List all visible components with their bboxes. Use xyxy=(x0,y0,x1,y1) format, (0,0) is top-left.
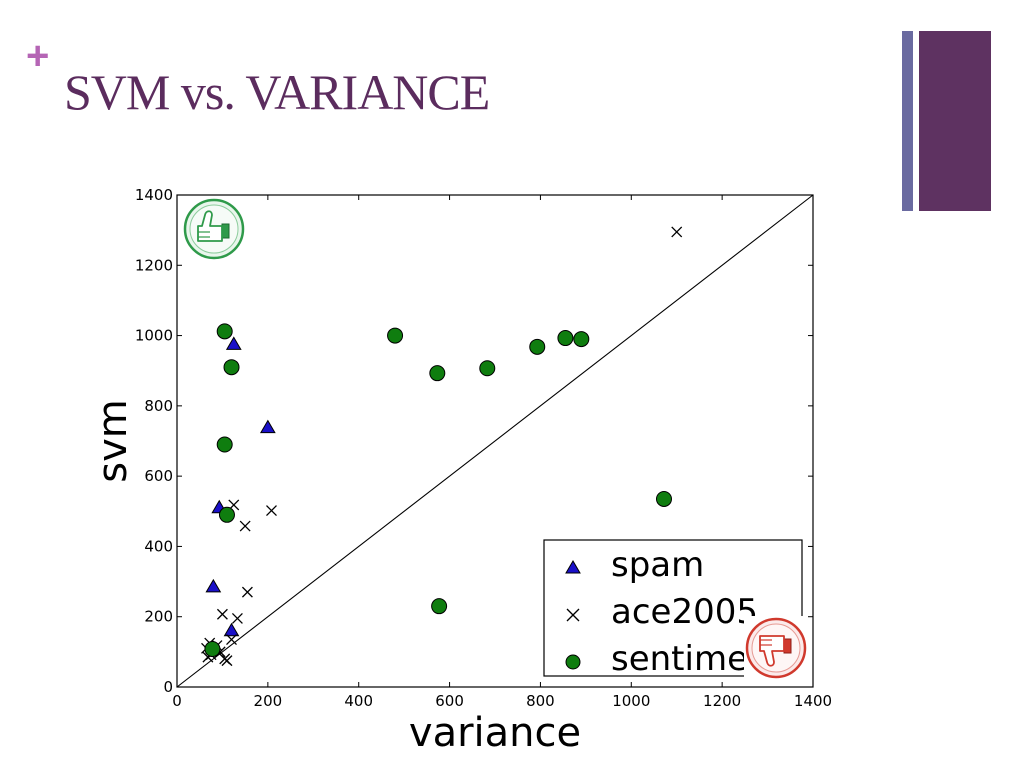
ace2005-point xyxy=(226,634,237,646)
slide-title: SVM vs. VARIANCE xyxy=(64,64,490,120)
sentiment-point xyxy=(573,331,590,348)
axis-ticks: 0 200 400 600 800 1000 1200 1400 0 200 400 600 800 10… xyxy=(135,186,832,710)
sentiment-point xyxy=(218,506,235,523)
sentiment-point xyxy=(223,359,240,376)
y-tick-label: 1000 xyxy=(135,327,173,345)
sentiment-point xyxy=(431,598,448,615)
x-tick-label: 800 xyxy=(526,692,555,710)
y-axis-label: svm xyxy=(90,399,136,482)
y-tick-label: 200 xyxy=(144,608,173,626)
spam-point xyxy=(225,336,242,350)
ace2005-point xyxy=(231,613,243,624)
spam-point xyxy=(223,622,240,637)
decorative-bar-wide xyxy=(919,31,991,211)
thumbs-up-icon xyxy=(183,198,245,260)
ace2005-point xyxy=(216,608,228,620)
ace2005-point xyxy=(239,520,251,532)
x-tick-label: 600 xyxy=(435,692,464,710)
y-tick-label: 600 xyxy=(144,467,173,485)
y-tick-label: 0 xyxy=(163,678,173,696)
decorative-bar-thin xyxy=(902,31,913,211)
sentiment-point xyxy=(216,436,233,453)
sentiment-point xyxy=(655,490,672,507)
ace2005-point xyxy=(266,505,277,517)
title-plus-mark: + xyxy=(26,34,50,78)
x-tick-label: 1000 xyxy=(612,692,650,710)
legend-label-ace2005: ace2005 xyxy=(611,592,758,632)
sentiment-point xyxy=(387,327,404,344)
legend-label-spam: spam xyxy=(611,545,704,585)
legend-marker-sentiment xyxy=(565,654,581,670)
x-tick-label: 0 xyxy=(172,692,182,710)
sentiment-point xyxy=(429,365,446,382)
x-axis-label: variance xyxy=(409,710,581,756)
legend-marker-ace2005 xyxy=(566,608,580,622)
sentiment-point xyxy=(479,360,496,377)
legend-marker-spam xyxy=(565,560,581,574)
ace2005-point xyxy=(671,226,683,238)
legend: spam ace2005 sentiment xyxy=(543,539,803,679)
y-tick-label: 1400 xyxy=(135,186,173,204)
y-tick-label: 800 xyxy=(144,397,173,415)
x-tick-label: 1200 xyxy=(703,692,741,710)
data-points xyxy=(201,226,683,667)
sentiment-point xyxy=(216,323,233,340)
ace2005-point xyxy=(221,655,233,667)
x-tick-label: 1400 xyxy=(794,692,832,710)
ace2005-point xyxy=(241,586,253,598)
spam-point xyxy=(259,419,276,434)
sentiment-point xyxy=(204,641,221,658)
x-tick-label: 200 xyxy=(254,692,283,710)
y-tick-label: 400 xyxy=(144,537,173,555)
spam-point xyxy=(205,578,222,593)
reference-diagonal-line xyxy=(176,194,814,688)
y-tick-label: 1200 xyxy=(135,256,173,274)
sentiment-point xyxy=(529,338,546,355)
sentiment-point xyxy=(557,330,574,347)
x-tick-label: 400 xyxy=(344,692,373,710)
thumbs-down-icon xyxy=(744,616,808,680)
